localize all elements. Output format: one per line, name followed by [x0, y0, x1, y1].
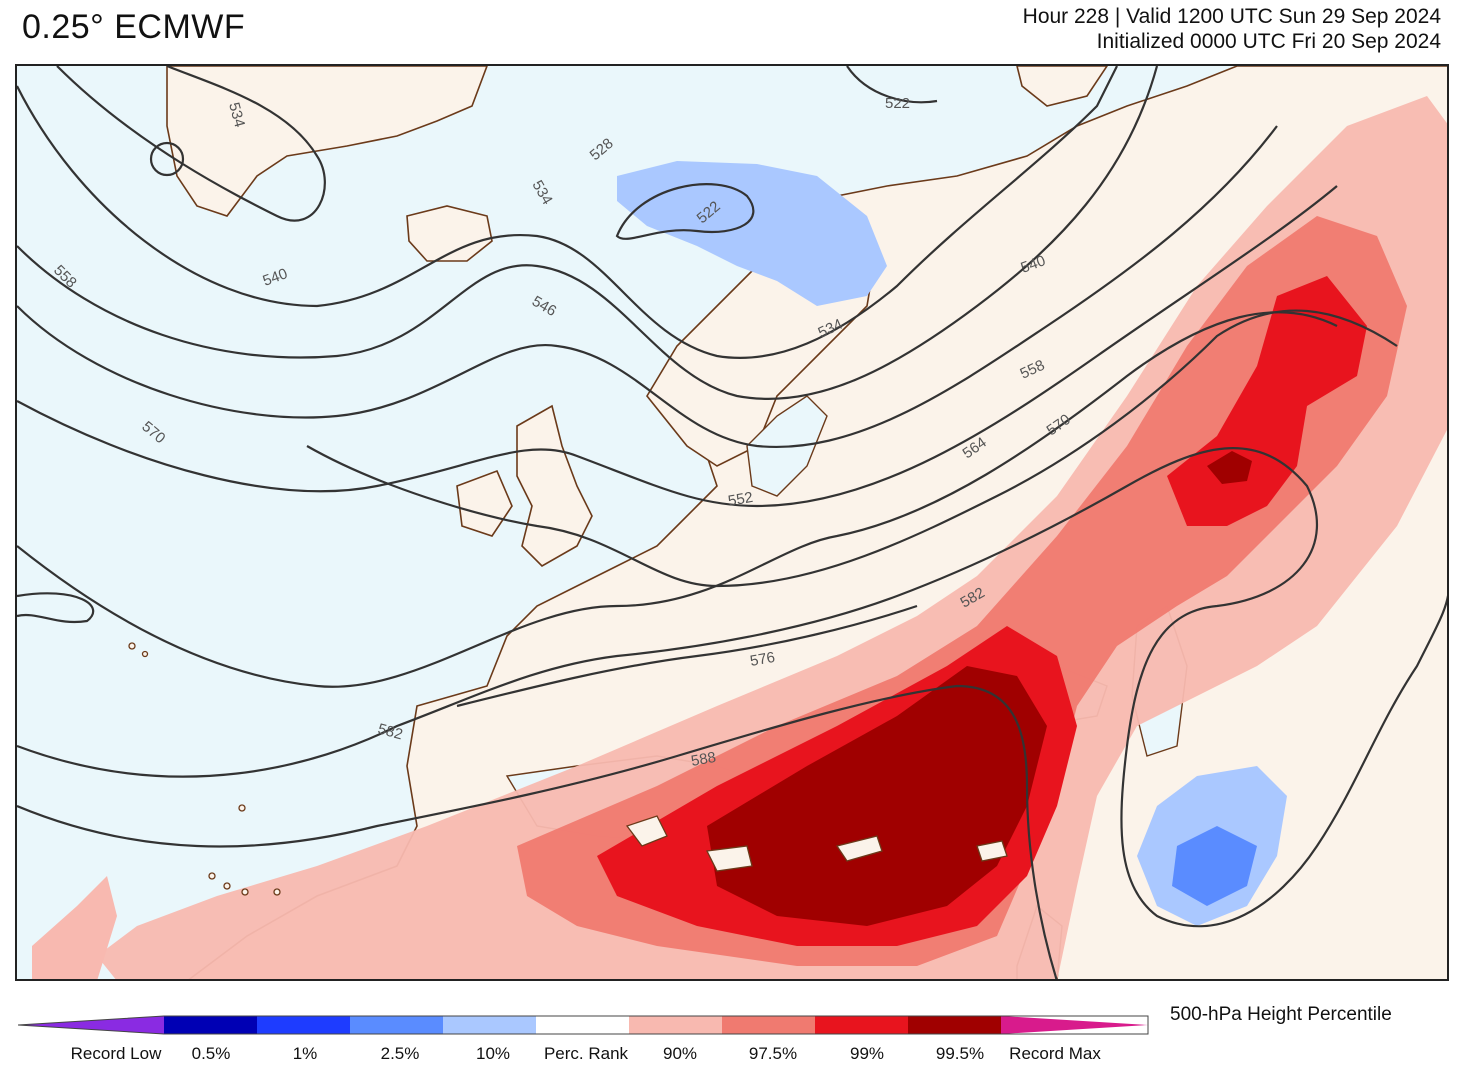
- shade-90pct-atlantic: [32, 876, 117, 979]
- shade-25pct: [1172, 826, 1257, 906]
- colorbar-label: Perc. Rank: [543, 1044, 629, 1063]
- island: [128, 642, 136, 650]
- colorbar-record-low-arrow: [18, 1016, 164, 1034]
- contour-label: 582: [376, 720, 405, 743]
- colorbar-label: 90%: [662, 1044, 698, 1063]
- contour-582: [17, 447, 1447, 928]
- colorbar-label: 97.5%: [748, 1044, 798, 1063]
- sardinia: [625, 815, 668, 847]
- contour-570: [306, 309, 1398, 588]
- map-canvas: 534 522 528 522 534 540 558 546 540 534 …: [17, 66, 1447, 979]
- contour-closed-greenland: [149, 141, 185, 177]
- contour-588: [17, 684, 1058, 979]
- valid-time: Hour 228 | Valid 1200 UTC Sun 29 Sep 202…: [1022, 5, 1441, 28]
- shade-90pct: [97, 96, 1447, 979]
- island: [273, 888, 281, 896]
- height-contours: [17, 66, 1447, 979]
- colorbar-swatch-99p5: [908, 1016, 1001, 1034]
- colorbar-swatch-neutral: [536, 1016, 629, 1034]
- colorbar-label: 0.5%: [191, 1044, 231, 1063]
- contour-522-closed: [615, 183, 755, 240]
- shade-995pct: [707, 666, 1047, 926]
- contour-552: [17, 125, 1278, 449]
- shade-995pct-small: [1207, 451, 1252, 484]
- model-title: 0.25° ECMWF: [22, 8, 246, 46]
- colorbar-record-max-arrow: [1001, 1016, 1148, 1034]
- contour-534-greenland: [56, 66, 326, 222]
- ireland: [456, 469, 513, 537]
- colorbar-swatch-90: [629, 1016, 722, 1034]
- contour-522-top: [846, 66, 938, 104]
- contour-540: [17, 66, 1118, 360]
- colorbar-swatch-2p5: [350, 1016, 443, 1034]
- colorbar-swatch-97p5: [722, 1016, 815, 1034]
- island: [241, 888, 249, 896]
- colorbar-swatch-1: [257, 1016, 350, 1034]
- contour-558: [17, 185, 1338, 508]
- island: [208, 872, 216, 880]
- colorbar-label: 1%: [292, 1044, 318, 1063]
- contour-label: 588: [690, 749, 718, 770]
- crete: [835, 835, 883, 862]
- run-info: Hour 228 | Valid 1200 UTC Sun 29 Sep 202…: [1023, 4, 1441, 54]
- colorbar-swatch-10: [443, 1016, 536, 1034]
- island: [141, 650, 149, 658]
- contour-label: 534: [225, 101, 248, 130]
- iceland: [406, 205, 493, 262]
- cyprus: [976, 840, 1008, 862]
- sicily: [706, 845, 753, 872]
- percentile-colorbar: [18, 1015, 1149, 1035]
- percentile-shading: [32, 96, 1447, 979]
- colorbar-label: 99%: [849, 1044, 885, 1063]
- colorbar-outline: [18, 1015, 1149, 1035]
- colorbar-label: Record Max: [1009, 1044, 1101, 1063]
- colorbar-title: 500-hPa Height Percentile: [1170, 1004, 1392, 1025]
- colorbar-label: Record Low: [70, 1044, 162, 1063]
- colorbar-label: 2.5%: [380, 1044, 420, 1063]
- contour-label: 522: [885, 95, 910, 112]
- contour-label: 576: [749, 649, 777, 670]
- svalbard: [1016, 66, 1108, 107]
- shade-10pct-north: [617, 161, 887, 306]
- init-time: Initialized 0000 UTC Fri 20 Sep 2024: [1096, 30, 1441, 53]
- colorbar-label: 10%: [475, 1044, 511, 1063]
- greenland: [166, 66, 488, 217]
- colorbar-swatch-99: [815, 1016, 908, 1034]
- small-islands: [128, 642, 1008, 896]
- contour-546: [17, 66, 1159, 400]
- island: [223, 882, 231, 890]
- colorbar-label: 99.5%: [935, 1044, 985, 1063]
- contour-label: 552: [727, 489, 755, 510]
- colorbar-swatch-0p5: [164, 1016, 257, 1034]
- island: [238, 804, 246, 812]
- contour-570-loop: [17, 592, 95, 624]
- contour-576: [456, 604, 918, 708]
- contour-564: [17, 311, 1338, 688]
- map-panel: 534 522 528 522 534 540 558 546 540 534 …: [15, 64, 1449, 981]
